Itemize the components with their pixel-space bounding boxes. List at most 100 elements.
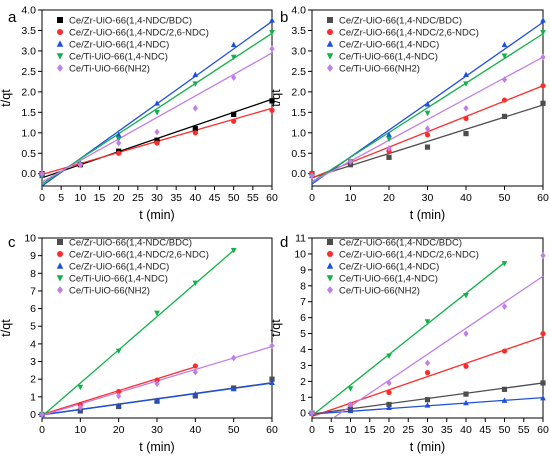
data-point [424,319,431,325]
data-point [269,30,275,36]
legend-label: Ce/Ti-UiO-66(1,4-NDC) [339,274,438,285]
x-tick-label: 45 [479,424,491,436]
x-tick-label: 20 [383,192,395,204]
x-axis-title: t (min) [410,440,445,454]
data-point [231,111,237,117]
y-tick-label: 8 [30,268,36,280]
data-point [192,368,198,376]
data-point [463,81,469,87]
data-point [347,158,354,165]
y-tick-label: 9 [30,250,36,262]
data-point [386,131,392,138]
y-tick-label: 0.5 [291,148,306,160]
panel-c: 0 10 20 30 40 50 60 0 1 2 3 4 5 6 7 8 9 10 t (min) t/qt c Ce/… [0,233,278,455]
x-tick-label: 30 [422,424,434,436]
x-tick-label: 20 [113,192,125,204]
y-tick-label: 7 [300,296,306,308]
data-point [230,385,237,392]
data-point [77,384,84,391]
data-point [347,386,354,392]
y-tick-label: 0 [300,408,306,420]
y-tick-label: 3.5 [21,25,36,37]
data-point [386,136,392,143]
data-point [463,115,469,122]
legend-label: Ce/Zr-UiO-66(1,4-NDC/2,6-NDC) [339,28,479,39]
data-point [463,293,469,299]
x-tick-label: 10 [74,192,86,204]
data-point [309,409,315,417]
data-point [115,136,122,143]
data-point [540,394,546,401]
y-tick-label: 3 [300,360,306,372]
x-tick-label: 0 [309,424,315,436]
x-tick-label: 40 [460,424,472,436]
x-tick-label: 25 [132,192,144,204]
x-tick-label: 20 [113,424,125,436]
x-axis-title: t (min) [410,208,445,222]
data-point [501,53,508,59]
x-tick-label: 50 [499,192,511,204]
data-point [463,131,469,137]
x-tick-label: 0 [39,192,45,204]
y-tick-label: 0.5 [21,148,36,160]
legend-label: Ce/Zr-UiO-66(1,4-NDC/2,6-NDC) [69,28,209,39]
y-tick-label: 8 [300,280,306,292]
fit-line [41,249,235,417]
y-tick-label: 9 [300,264,306,276]
legend-marker [56,53,64,60]
data-point [154,100,160,106]
legend-marker [327,239,333,245]
x-tick-label: 35 [441,424,453,436]
legend-label: Ce/Zr-UiO-66(1,4-NDC/BDC) [69,16,192,27]
data-point [501,397,508,403]
data-point [115,131,122,138]
data-point [269,376,275,382]
data-point [230,54,237,61]
x-tick-label: 30 [422,192,434,204]
data-point [115,348,122,355]
y-tick-label: 1 [30,391,36,403]
legend-label: Ce/Ti-UiO-66(NH2) [69,64,150,75]
y-tick-label: 3.5 [291,25,306,37]
data-point [501,348,508,354]
data-point [501,113,508,120]
x-axis-title: t (min) [139,208,174,222]
data-point [463,71,469,78]
data-point [192,81,199,87]
data-point [192,126,198,132]
data-point [154,128,160,136]
legend-label: Ce/Ti-UiO-66(1,4-NDC) [69,52,168,63]
data-point [424,101,431,107]
legend-marker [326,53,334,60]
data-point [269,17,275,23]
legend-marker [56,275,64,282]
data-point [424,110,431,117]
y-tick-label: 6 [300,312,306,324]
y-tick-label: 0.0 [21,168,36,180]
x-tick-label: 60 [266,424,278,436]
fit-line [311,262,505,417]
x-tick-label: 10 [345,424,357,436]
y-tick-label: 0 [30,409,36,421]
data-point [424,402,431,408]
legend-marker [57,64,63,72]
y-tick-label: 1.0 [291,127,306,139]
legend-label: Ce/Zr-UiO-66(1,4-NDC/2,6-NDC) [339,250,479,261]
legend-label: Ce/Zr-UiO-66(1,4-NDC/BDC) [339,238,462,249]
panel-letter: c [8,234,16,251]
data-point [154,380,160,387]
data-point [463,391,469,397]
data-point [501,303,508,310]
legend-label: Ce/Zr-UiO-66(1,4-NDC/BDC) [69,238,192,249]
data-point [77,161,83,169]
y-tick-label: 2.0 [21,86,36,98]
data-point [231,74,237,81]
y-tick-label: 11 [295,233,306,245]
data-point [501,386,508,392]
data-point [540,380,546,386]
data-point [463,104,469,112]
y-tick-label: 3.0 [291,45,306,57]
data-point [269,379,275,386]
data-point [269,45,275,53]
